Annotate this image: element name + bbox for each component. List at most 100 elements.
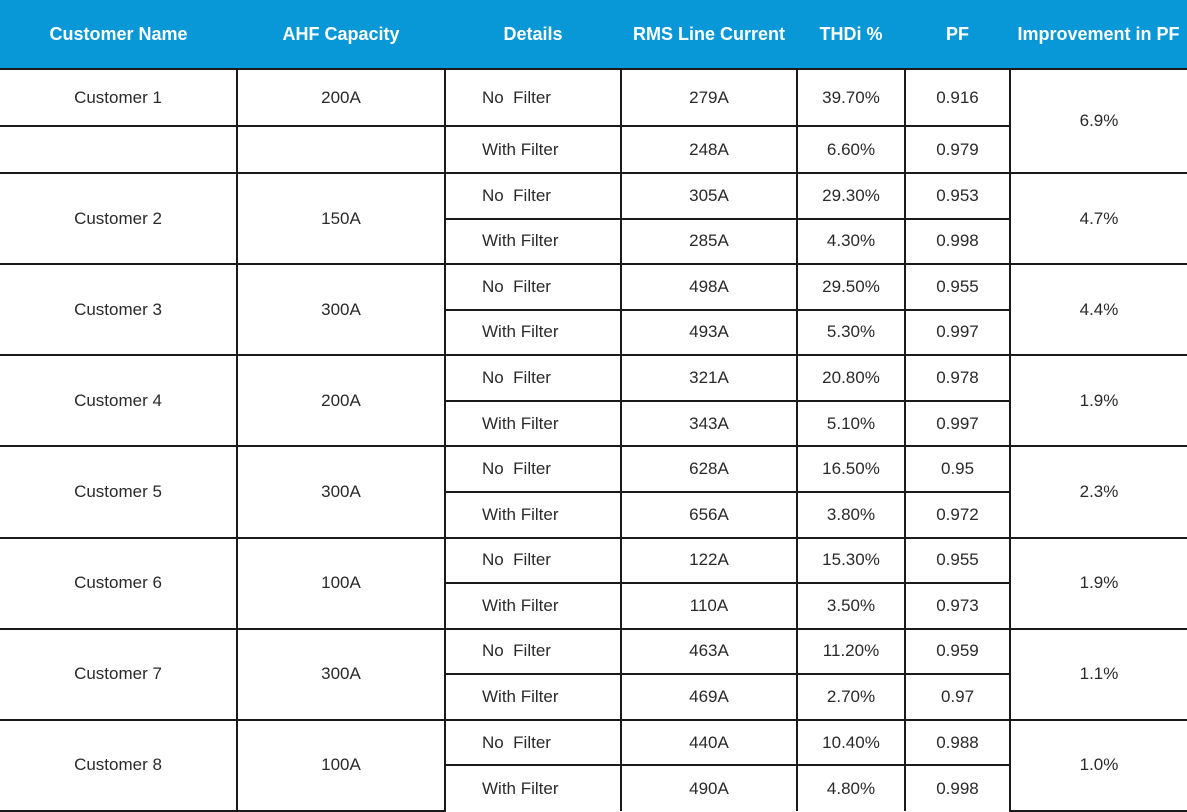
details-cell: No Filter (444, 354, 622, 402)
current-cell: 463A (620, 627, 798, 676)
pf-improvement: 1.9% (1009, 354, 1187, 448)
current-cell: 110A (620, 582, 798, 630)
pf-cell: 0.916 (904, 68, 1011, 127)
current-cell: 305A (620, 172, 798, 220)
table-row: Customer 1 200A No Filter 279A 39.70% 0.916 6.… (0, 68, 1187, 174)
pf-cell: 0.955 (904, 536, 1011, 585)
thd-cell: 2.70% (796, 673, 906, 721)
pf-cell: 0.998 (904, 217, 1010, 266)
current-cell: 279A (620, 68, 798, 127)
table-row: Customer 6 100A No Filter 122A 15.30% 0.955 1.… (0, 536, 1187, 630)
customer-name: Customer 7 (0, 627, 238, 721)
current-cell: 321A (620, 354, 798, 402)
ahf-capacity: 100A (236, 536, 446, 630)
ahf-capacity: 100A (236, 718, 446, 812)
table-row: Customer 5 300A No Filter 628A 16.50% 0.95 2.3… (0, 445, 1187, 539)
column-header: PF (905, 0, 1010, 69)
table-body: Customer 1 200A No Filter 279A 39.70% 0.916 6.… (0, 68, 1187, 812)
thd-cell: 39.70% (796, 68, 906, 127)
thd-cell: 5.10% (796, 399, 906, 448)
column-header: Details (445, 0, 621, 69)
details-cell: No Filter (444, 445, 622, 493)
thd-cell: 16.50% (796, 445, 906, 493)
table-row: Customer 2 150A No Filter 305A 29.30% 0.953 4.… (0, 171, 1187, 266)
current-cell: 628A (620, 445, 798, 493)
customer-name: Customer 4 (0, 354, 238, 448)
thd-cell: 3.80% (796, 490, 906, 539)
pf-improvement: 6.9% (1009, 68, 1187, 174)
thd-cell: 5.30% (796, 308, 906, 357)
pf-improvement: 1.0% (1009, 718, 1187, 812)
pf-cell: 0.959 (904, 627, 1011, 676)
details-cell: No Filter (444, 68, 622, 127)
current-cell: 285A (620, 217, 798, 266)
current-cell: 490A (620, 764, 798, 811)
thd-cell: 6.60% (796, 125, 906, 174)
column-header: Customer Name (0, 0, 237, 69)
details-cell: With Filter (445, 399, 622, 448)
table-row: With Filter 248A 6.60% 0.979 (0, 125, 1187, 174)
table-row: Customer 4 200A No Filter 321A 20.80% 0.978 1.… (0, 354, 1187, 448)
table-row: With Filter 469A 2.70% 0.97 (0, 673, 1187, 721)
thd-cell: 29.50% (796, 263, 906, 311)
pf-cell: 0.979 (904, 125, 1010, 174)
ahf-capacity: 300A (236, 445, 446, 539)
empty-cell (0, 125, 238, 174)
table-row: Customer 7 300A No Filter 463A 11.20% 0.959 1.… (0, 627, 1187, 721)
details-cell: No Filter (444, 263, 622, 311)
pf-cell: 0.997 (904, 399, 1010, 448)
details-cell: With Filter (445, 308, 622, 357)
pf-cell: 0.955 (904, 263, 1011, 311)
current-cell: 440A (620, 718, 798, 767)
current-cell: 122A (620, 536, 798, 585)
ahf-capacity: 300A (236, 627, 446, 721)
empty-cell (236, 125, 446, 174)
thd-cell: 11.20% (796, 627, 906, 676)
thd-cell: 4.30% (796, 217, 906, 266)
current-cell: 656A (620, 490, 798, 539)
pf-cell: 0.997 (904, 308, 1010, 357)
current-cell: 248A (620, 125, 798, 174)
details-cell: With Filter (445, 217, 622, 266)
table-row: With Filter 490A 4.80% 0.998 (0, 764, 1187, 811)
customer-name: Customer 8 (0, 718, 238, 812)
table-row: With Filter 343A 5.10% 0.997 (0, 399, 1187, 448)
table-row: With Filter 656A 3.80% 0.972 (0, 490, 1187, 539)
details-cell: No Filter (444, 627, 622, 676)
details-cell: With Filter (445, 582, 622, 630)
pf-cell: 0.988 (904, 718, 1011, 767)
pf-improvement: 4.7% (1009, 171, 1187, 266)
header-row: Customer Name AHF Capacity Details RMS Line… (0, 0, 1187, 69)
ahf-capacity: 300A (236, 263, 446, 357)
details-cell: No Filter (444, 718, 622, 767)
pf-improvement: 4.4% (1009, 263, 1187, 357)
table-row: With Filter 110A 3.50% 0.973 (0, 582, 1187, 630)
current-cell: 493A (620, 308, 798, 357)
current-cell: 343A (620, 399, 798, 448)
column-header: AHF Capacity (237, 0, 445, 69)
table-row: With Filter 285A 4.30% 0.998 (0, 217, 1187, 266)
thd-cell: 20.80% (796, 354, 906, 402)
customer-name: Customer 5 (0, 445, 238, 539)
pf-cell: 0.972 (904, 490, 1010, 539)
pf-cell: 0.973 (904, 582, 1010, 630)
column-header: THDi % (797, 0, 905, 69)
column-header: Improvement in PF (1010, 0, 1187, 69)
thd-cell: 29.30% (796, 172, 906, 220)
details-cell: With Filter (445, 764, 622, 811)
ahf-capacity: 200A (236, 68, 446, 127)
thd-cell: 3.50% (796, 582, 906, 630)
details-cell: No Filter (444, 536, 622, 585)
table-row: Customer 3 300A No Filter 498A 29.50% 0.955 4.… (0, 263, 1187, 357)
ahf-capacity: 200A (236, 354, 446, 448)
pf-improvement: 2.3% (1009, 445, 1187, 539)
thd-cell: 15.30% (796, 536, 906, 585)
current-cell: 469A (620, 673, 798, 721)
current-cell: 498A (620, 263, 798, 311)
pf-cell: 0.95 (904, 445, 1011, 493)
thd-cell: 4.80% (796, 764, 906, 811)
customer-name: Customer 3 (0, 263, 238, 357)
pf-improvement: 1.9% (1009, 536, 1187, 630)
customer-name: Customer 1 (0, 68, 238, 127)
